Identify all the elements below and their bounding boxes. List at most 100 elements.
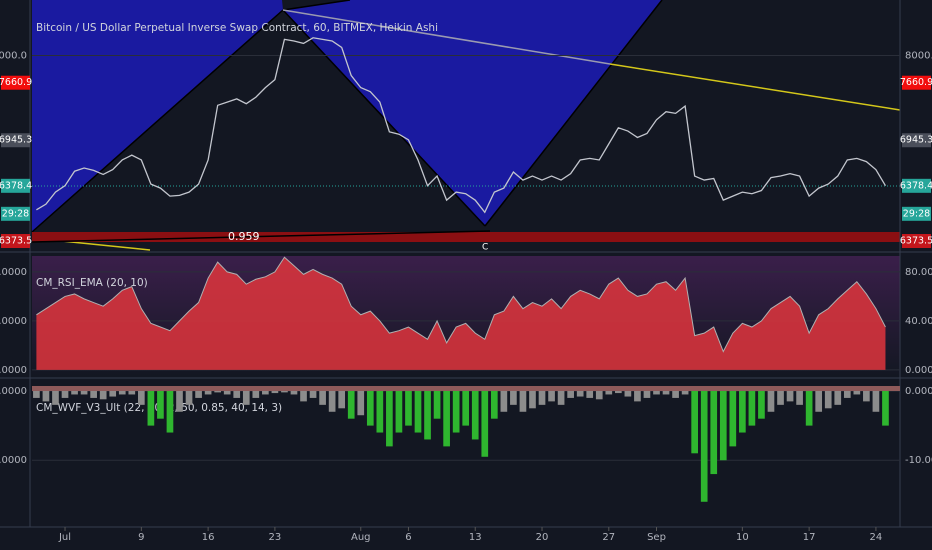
wvf-bar (719, 391, 727, 461)
wvf-bar (80, 391, 88, 395)
x-tick-label: Sep (647, 532, 666, 543)
support-band (32, 232, 900, 242)
wvf-bar (662, 391, 670, 395)
pattern-edge (31, 230, 491, 243)
wvf-bar (242, 391, 250, 405)
price-badge-label: 6945.3 (0, 135, 32, 146)
wvf-bar (366, 391, 374, 426)
price-badge-label: 6378.4 (900, 180, 932, 191)
wvf-bar (271, 391, 279, 394)
wvf-bar (748, 391, 756, 426)
wvf-bar (414, 391, 422, 433)
wvf-bar (758, 391, 765, 419)
wvf-bar (481, 391, 489, 457)
wvf-bar (557, 391, 565, 405)
price-badge (1, 133, 30, 148)
wvf-bar (615, 391, 622, 394)
price-badge (1, 75, 30, 90)
wvf-bar (443, 391, 450, 447)
wvf-bar (605, 391, 613, 395)
wvf-bar (252, 391, 260, 398)
wvf-bar (805, 391, 813, 426)
indicator-title: CM_RSI_EMA (20, 10) (36, 277, 148, 289)
wvf-bar (157, 391, 164, 419)
wvf-bar (185, 391, 193, 405)
wvf-bar (376, 391, 384, 433)
wvf-bar (634, 391, 641, 402)
pattern-edge (484, 0, 663, 227)
rsi-line (36, 256, 886, 353)
price-badge-label: 6378.4 (0, 180, 32, 191)
wvf-bar (510, 391, 517, 405)
wvf-bar (452, 391, 460, 433)
y-tick-label: -10.0000 (0, 455, 27, 466)
wvf-bar (300, 391, 307, 402)
rsi-area (36, 257, 886, 370)
wvf-bar (586, 391, 594, 398)
y-tick-label: 80.0000 (0, 267, 27, 278)
wvf-bar (729, 391, 737, 447)
y-tick-label: 8000.0 (905, 50, 932, 61)
wvf-bar (99, 391, 107, 400)
wvf-bar (643, 391, 651, 398)
wvf-bar (777, 391, 784, 405)
y-tick-label: 8000.0 (0, 50, 27, 61)
x-tick-label: Aug (351, 532, 371, 543)
wvf-bar (176, 391, 183, 412)
wvf-bar (471, 391, 479, 440)
x-tick-label: 10 (736, 532, 749, 543)
wvf-bar (624, 391, 632, 397)
x-tick-label: 9 (138, 532, 144, 543)
y-tick-label: 40.0000 (0, 316, 27, 327)
wvf-bar (710, 391, 718, 475)
wvf-bar (233, 391, 241, 398)
x-tick-label: 17 (803, 532, 816, 543)
y-tick-label: -10.0000 (905, 455, 932, 466)
wvf-bar (576, 391, 584, 397)
wvf-bar (195, 391, 202, 398)
price-badge (902, 234, 931, 248)
wvf-bar (815, 391, 823, 412)
wvf-bar (166, 391, 174, 433)
wvf-bar (281, 391, 288, 393)
price-line (36, 37, 887, 214)
x-tick-label: 6 (405, 532, 411, 543)
wvf-bar (433, 391, 441, 419)
wvf-bar (529, 391, 536, 409)
pattern-edge (282, 9, 486, 227)
wvf-bar (681, 391, 689, 395)
y-tick-label: 0.0000 (905, 365, 932, 376)
wvf-bar (786, 391, 794, 402)
wvf-bar (595, 391, 603, 400)
pattern-point: C (482, 243, 488, 253)
price-badge (1, 234, 30, 248)
zero-band (32, 386, 900, 391)
countdown: 29:28 (2, 208, 29, 219)
wvf-bar (290, 391, 298, 395)
wvf-bar (33, 391, 40, 398)
x-tick-label: 20 (536, 532, 549, 543)
wvf-bar (109, 391, 117, 397)
wvf-bar (90, 391, 97, 398)
price-badge (1, 178, 30, 193)
x-tick-label: 13 (469, 532, 482, 543)
wvf-bar (128, 391, 136, 395)
price-badge-label: 6373.5 (900, 236, 932, 247)
wvf-bar (824, 391, 832, 409)
wvf-bar (204, 391, 212, 395)
wvf-bar (214, 391, 221, 393)
wvf-bar (882, 391, 889, 426)
y-tick-label: 0.0000 (0, 365, 27, 376)
y-tick-label: 0.0000 (0, 386, 27, 397)
wvf-bar (338, 391, 346, 409)
wvf-bar (462, 391, 470, 426)
wvf-bar (347, 391, 355, 419)
wvf-bar (319, 391, 326, 405)
price-badge-label: 6373.5 (0, 236, 32, 247)
y-tick-label: 80.0000 (905, 267, 932, 278)
wvf-bar (395, 391, 403, 433)
wvf-bar (863, 391, 870, 402)
wvf-bar (739, 391, 746, 433)
wvf-bar (52, 391, 59, 405)
